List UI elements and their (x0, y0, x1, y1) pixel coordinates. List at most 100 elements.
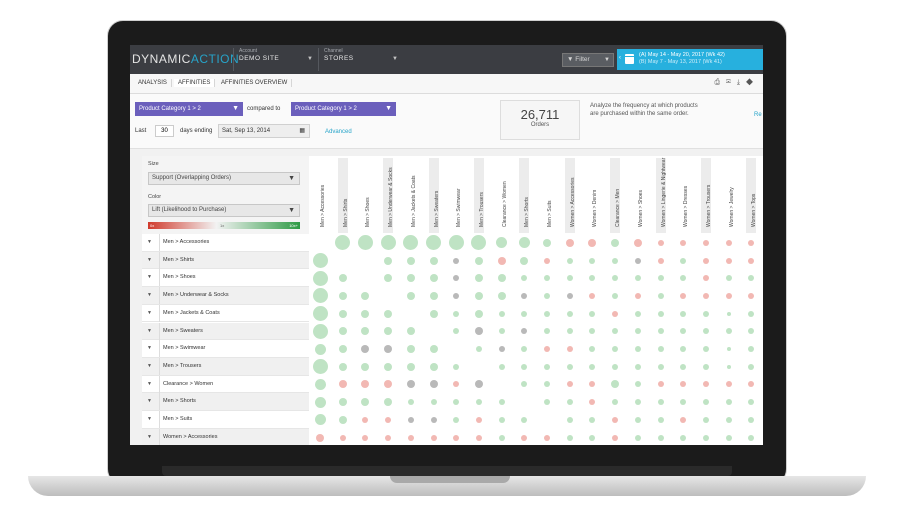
bubble[interactable] (314, 343, 326, 355)
bubble[interactable] (566, 346, 573, 353)
bubble[interactable] (589, 328, 596, 335)
chevron-down-icon[interactable]: ▼ (147, 416, 152, 422)
bubble[interactable] (338, 291, 347, 300)
bubble[interactable] (566, 292, 573, 299)
bubble[interactable] (748, 346, 755, 353)
table-row[interactable]: ▼ Men > Shorts (142, 393, 309, 411)
color-select[interactable]: Lift (Likelihood to Purchase) ▼ (148, 204, 300, 217)
bubble[interactable] (497, 256, 506, 265)
bubble[interactable] (430, 434, 437, 441)
bubble[interactable] (544, 363, 550, 370)
bubble[interactable] (725, 275, 732, 282)
bubble[interactable] (566, 381, 573, 388)
bubble[interactable] (589, 257, 596, 264)
table-row[interactable]: ▼ Men > Swimwear (142, 340, 309, 358)
bubble[interactable] (453, 363, 460, 370)
bubble[interactable] (702, 292, 709, 299)
bubble[interactable] (566, 275, 573, 282)
bubble[interactable] (361, 256, 370, 265)
bubble[interactable] (475, 399, 482, 406)
bubble[interactable] (361, 327, 370, 336)
bubble[interactable] (338, 362, 347, 371)
bubble[interactable] (544, 292, 550, 299)
bubble[interactable] (498, 434, 505, 441)
account-selector[interactable]: Account DEMO SITE ▼ (233, 48, 317, 71)
chevron-down-icon[interactable]: ▼ (147, 309, 152, 316)
bubble[interactable] (612, 310, 619, 317)
bubble[interactable] (680, 399, 687, 406)
bubble[interactable] (407, 399, 414, 406)
bubble[interactable] (725, 239, 732, 246)
bubble[interactable] (680, 381, 687, 388)
bubble[interactable] (612, 416, 619, 423)
right-link[interactable]: Re (754, 112, 762, 118)
chevron-down-icon[interactable]: ▼ (147, 362, 152, 369)
chevron-down-icon[interactable]: ▼ (147, 327, 152, 334)
bubble[interactable] (612, 328, 619, 335)
bubble[interactable] (496, 237, 508, 249)
bubble[interactable] (702, 399, 709, 406)
bubble[interactable] (748, 257, 755, 264)
bubble[interactable] (611, 238, 620, 247)
bubble[interactable] (726, 364, 731, 369)
bubble[interactable] (634, 328, 641, 335)
bubble[interactable] (474, 256, 483, 265)
bubble[interactable] (725, 381, 732, 388)
date-range-selector[interactable]: ‹ (A) May 14 - May 20, 2017 (Wk 42) (B) … (617, 49, 763, 70)
bubble[interactable] (544, 399, 550, 406)
bubble[interactable] (453, 328, 460, 335)
bubble[interactable] (361, 380, 370, 389)
bubble[interactable] (634, 257, 641, 264)
bubble[interactable] (406, 327, 415, 336)
bubble[interactable] (338, 345, 347, 354)
bubble[interactable] (453, 310, 460, 317)
bubble[interactable] (634, 346, 641, 353)
bubble[interactable] (312, 253, 328, 269)
bubble[interactable] (748, 292, 755, 299)
bubble[interactable] (566, 416, 573, 423)
bubble[interactable] (748, 239, 755, 246)
bubble[interactable] (384, 380, 393, 389)
bubble[interactable] (453, 416, 460, 423)
bubble[interactable] (634, 416, 641, 423)
bubble[interactable] (612, 257, 619, 264)
bubble[interactable] (748, 310, 755, 317)
bubble[interactable] (589, 434, 596, 441)
bubble[interactable] (474, 291, 483, 300)
bubble[interactable] (429, 256, 438, 265)
bubble[interactable] (612, 434, 619, 441)
bubble[interactable] (589, 399, 596, 406)
bubble[interactable] (429, 345, 438, 354)
bubble[interactable] (566, 363, 573, 370)
bubble[interactable] (680, 363, 687, 370)
bubble[interactable] (498, 310, 505, 317)
tag-icon[interactable]: ◆ (746, 79, 759, 86)
bubble[interactable] (634, 310, 641, 317)
bubble[interactable] (426, 235, 441, 251)
bubble[interactable] (726, 311, 731, 316)
bubble[interactable] (338, 398, 347, 407)
bubble[interactable] (521, 363, 528, 370)
bubble[interactable] (521, 310, 528, 317)
bubble[interactable] (384, 309, 393, 318)
bubble[interactable] (702, 275, 709, 282)
table-row[interactable]: ▼ Men > Shirts (142, 251, 309, 270)
bubble[interactable] (702, 239, 709, 246)
bubble[interactable] (361, 345, 370, 354)
bubble[interactable] (314, 414, 326, 426)
bubble[interactable] (634, 381, 641, 388)
bubble[interactable] (680, 416, 687, 423)
bubble[interactable] (406, 274, 415, 283)
bubble[interactable] (657, 346, 664, 353)
bubble[interactable] (384, 345, 393, 354)
bubble[interactable] (657, 363, 664, 370)
days-input[interactable]: 30 (155, 125, 174, 137)
bubble[interactable] (316, 433, 324, 442)
bubble[interactable] (312, 323, 328, 339)
bubble[interactable] (362, 434, 369, 441)
bubble[interactable] (406, 345, 415, 354)
bubble[interactable] (384, 398, 393, 407)
bubble[interactable] (498, 363, 505, 370)
bubble[interactable] (680, 310, 687, 317)
bubble[interactable] (588, 238, 597, 247)
